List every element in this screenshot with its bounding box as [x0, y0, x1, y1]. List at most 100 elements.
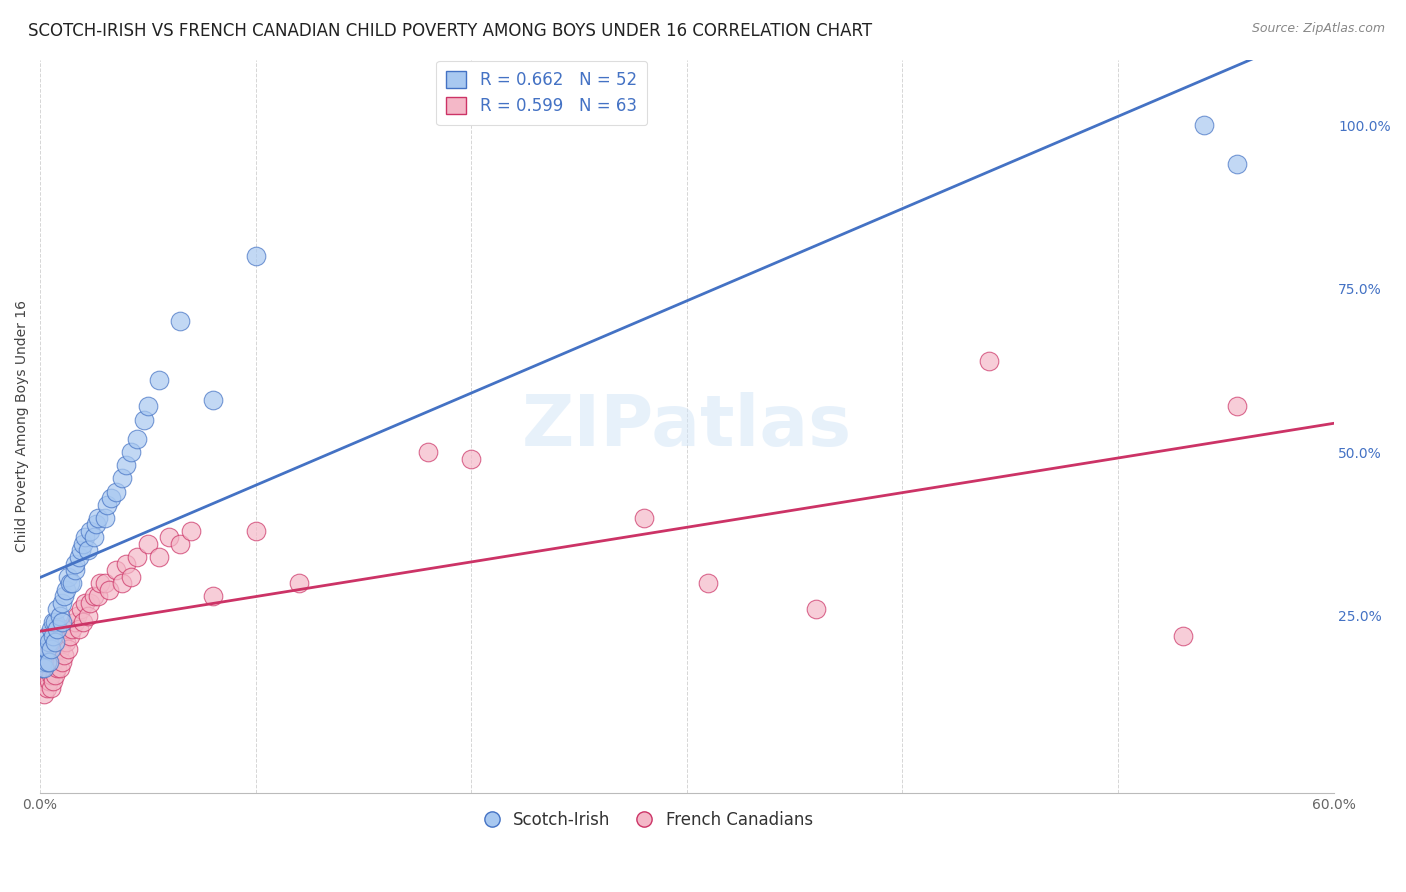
Point	[59, 629, 82, 643]
Point	[35, 681, 58, 695]
Point	[87, 510, 110, 524]
Point	[63, 563, 86, 577]
Point	[83, 589, 105, 603]
Point	[56, 569, 79, 583]
Point	[63, 557, 86, 571]
Point	[34, 641, 56, 656]
Point	[94, 576, 117, 591]
Point	[75, 596, 97, 610]
Point	[245, 249, 267, 263]
Point	[34, 661, 56, 675]
Point	[48, 609, 70, 624]
Point	[132, 412, 155, 426]
Point	[148, 549, 170, 564]
Y-axis label: Child Poverty Among Boys Under 16: Child Poverty Among Boys Under 16	[15, 300, 30, 552]
Text: SCOTCH-IRISH VS FRENCH CANADIAN CHILD POVERTY AMONG BOYS UNDER 16 CORRELATION CH: SCOTCH-IRISH VS FRENCH CANADIAN CHILD PO…	[28, 22, 872, 40]
Point	[35, 629, 58, 643]
Point	[39, 641, 62, 656]
Point	[51, 655, 73, 669]
Point	[127, 549, 149, 564]
Legend: Scotch-Irish, French Canadians: Scotch-Irish, French Canadians	[477, 805, 820, 836]
Point	[1171, 629, 1194, 643]
Point	[70, 543, 93, 558]
Point	[51, 622, 73, 636]
Point	[55, 582, 77, 597]
Point	[120, 569, 142, 583]
Point	[201, 589, 224, 603]
Point	[72, 537, 94, 551]
Point	[46, 661, 69, 675]
Point	[35, 648, 58, 663]
Point	[44, 668, 66, 682]
Point	[87, 589, 110, 603]
Point	[62, 622, 84, 636]
Point	[75, 530, 97, 544]
Point	[42, 674, 65, 689]
Point	[94, 510, 117, 524]
Point	[76, 543, 98, 558]
Point	[460, 451, 482, 466]
Point	[38, 655, 60, 669]
Point	[42, 629, 65, 643]
Text: ZIPatlas: ZIPatlas	[522, 392, 852, 460]
Point	[83, 530, 105, 544]
Point	[34, 688, 56, 702]
Point	[35, 661, 58, 675]
Point	[55, 635, 77, 649]
Point	[35, 641, 58, 656]
Point	[42, 615, 65, 630]
Point	[51, 596, 73, 610]
Point	[115, 557, 138, 571]
Point	[39, 622, 62, 636]
Point	[38, 655, 60, 669]
Point	[1192, 118, 1215, 132]
Point	[180, 524, 202, 538]
Point	[67, 549, 90, 564]
Point	[42, 655, 65, 669]
Point	[633, 510, 655, 524]
Point	[39, 668, 62, 682]
Point	[169, 537, 191, 551]
Point	[201, 392, 224, 407]
Point	[46, 635, 69, 649]
Point	[977, 353, 1000, 368]
Point	[120, 445, 142, 459]
Point	[48, 661, 70, 675]
Point	[46, 602, 69, 616]
Point	[127, 432, 149, 446]
Point	[56, 641, 79, 656]
Point	[148, 373, 170, 387]
Point	[98, 582, 121, 597]
Point	[104, 563, 127, 577]
Point	[136, 537, 159, 551]
Point	[38, 674, 60, 689]
Point	[35, 655, 58, 669]
Point	[46, 622, 69, 636]
Point	[52, 589, 75, 603]
Point	[67, 622, 90, 636]
Point	[1225, 400, 1247, 414]
Point	[44, 635, 66, 649]
Point	[62, 576, 84, 591]
Point	[39, 648, 62, 663]
Point	[38, 635, 60, 649]
Point	[111, 471, 134, 485]
Point	[115, 458, 138, 473]
Point	[72, 615, 94, 630]
Point	[100, 491, 122, 505]
Point	[39, 681, 62, 695]
Point	[44, 615, 66, 630]
Point	[70, 602, 93, 616]
Point	[79, 596, 101, 610]
Point	[59, 576, 82, 591]
Text: Source: ZipAtlas.com: Source: ZipAtlas.com	[1251, 22, 1385, 36]
Point	[104, 484, 127, 499]
Point	[245, 524, 267, 538]
Point	[31, 674, 53, 689]
Point	[804, 602, 827, 616]
Point	[697, 576, 720, 591]
Point	[31, 661, 53, 675]
Point	[84, 517, 107, 532]
Point	[31, 655, 53, 669]
Point	[76, 609, 98, 624]
